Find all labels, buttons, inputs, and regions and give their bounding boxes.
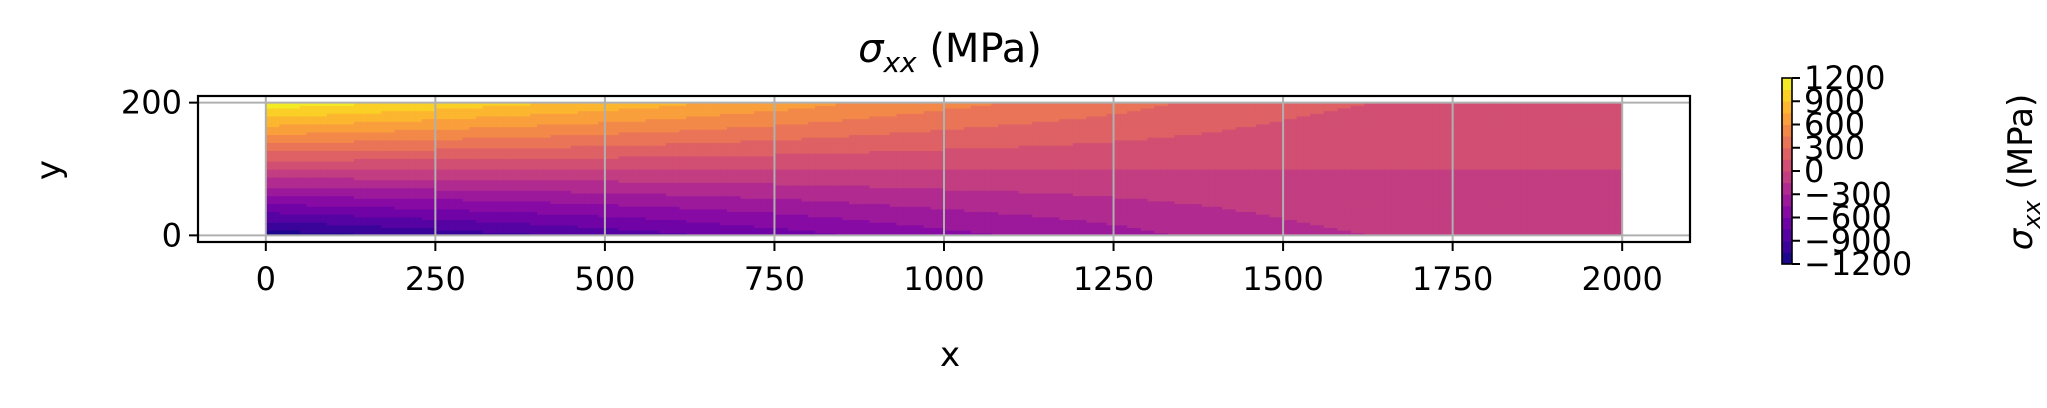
stress-contour-chart: 0 250 500 750 1000 1250 1500 1750 2000 0 200 σxx …: [0, 0, 2047, 408]
chart-svg: 0 250 500 750 1000 1250 1500 1750 2000 0200 σxx …: [0, 0, 2047, 403]
